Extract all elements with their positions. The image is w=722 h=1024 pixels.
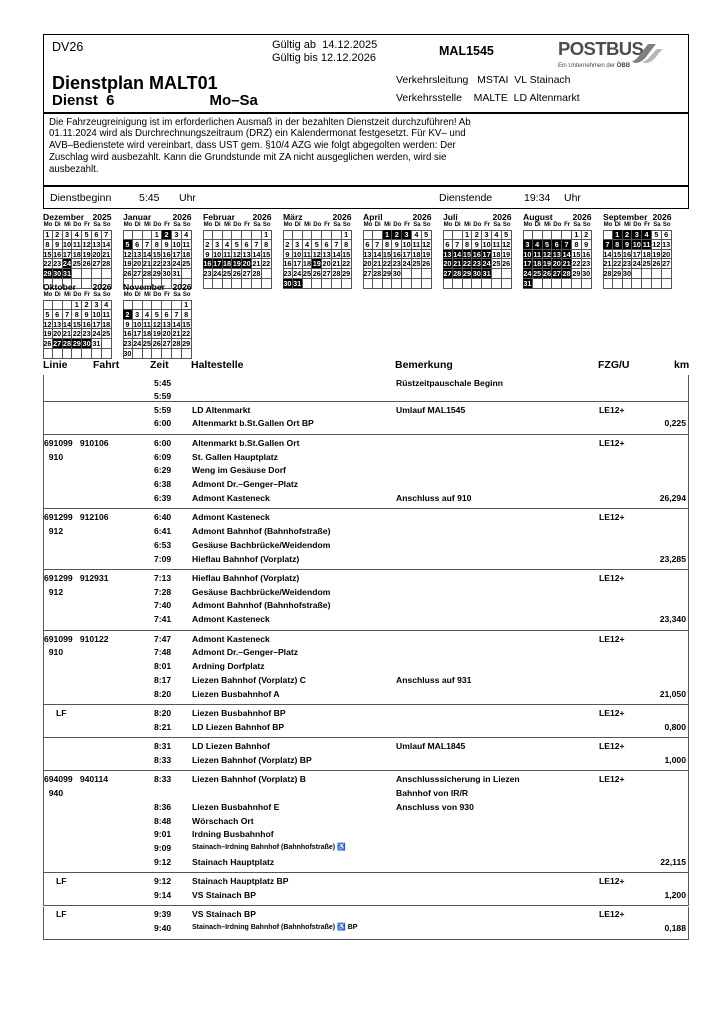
svg-text:POSTBUS: POSTBUS [558, 38, 643, 59]
